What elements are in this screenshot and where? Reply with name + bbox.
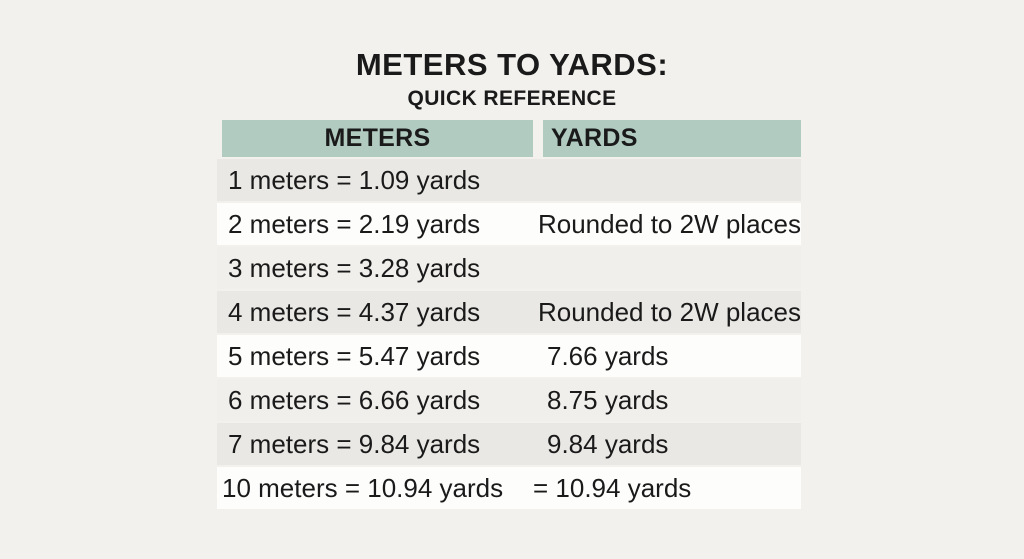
page-subtitle: QUICK REFERENCE — [407, 87, 617, 110]
meters-cell: 1 meters = 1.09 yards — [228, 165, 481, 195]
meters-cell: 10 meters = 10.94 yards — [222, 473, 504, 503]
meters-cell: 4 meters = 4.37 yards — [228, 297, 481, 327]
column-header-yards: YARDS — [543, 120, 801, 157]
table-header-row: METERS YARDS — [222, 120, 801, 157]
yards-cell: Rounded to 2W places — [537, 209, 801, 239]
table-row: 1 meters = 1.09 yards — [217, 159, 801, 201]
meters-cell: 7 meters = 9.84 yards — [228, 429, 481, 459]
table-row: 4 meters = 4.37 yards Rounded to 2W place… — [217, 291, 801, 333]
table-row: 7 meters = 9.84 yards 9.84 yards — [217, 423, 801, 465]
yards-cell: 9.84 yards — [547, 429, 669, 459]
meters-cell: 3 meters = 3.28 yards — [228, 253, 481, 283]
yards-cell: 8.75 yards — [547, 385, 669, 415]
table-row: 5 meters = 5.47 yards 7.66 yards — [217, 335, 801, 377]
conversion-table: METERS YARDS 1 meters = 1.09 yards 2 mete… — [217, 120, 801, 509]
meters-cell: 6 meters = 6.66 yards — [228, 385, 481, 415]
yards-cell: = 10.94 yards — [533, 473, 692, 503]
table-row: 10 meters = 10.94 yards = 10.94 yards — [217, 467, 801, 509]
table-row: 2 meters = 2.19 yards Rounded to 2W place… — [217, 203, 801, 245]
meters-cell: 5 meters = 5.47 yards — [228, 341, 481, 371]
table-row: 6 meters = 6.66 yards 8.75 yards — [217, 379, 801, 421]
column-header-meters: METERS — [222, 120, 533, 157]
yards-cell — [541, 159, 801, 201]
meters-cell: 2 meters = 2.19 yards — [228, 209, 481, 239]
yards-cell: Rounded to 2W places — [537, 297, 801, 327]
table-body: 1 meters = 1.09 yards 2 meters = 2.19 yar… — [217, 159, 801, 509]
yards-cell: 7.66 yards — [547, 341, 669, 371]
table-row: 3 meters = 3.28 yards — [217, 247, 801, 289]
yards-cell — [541, 247, 801, 289]
page-title: METERS TO YARDS: — [355, 47, 669, 82]
